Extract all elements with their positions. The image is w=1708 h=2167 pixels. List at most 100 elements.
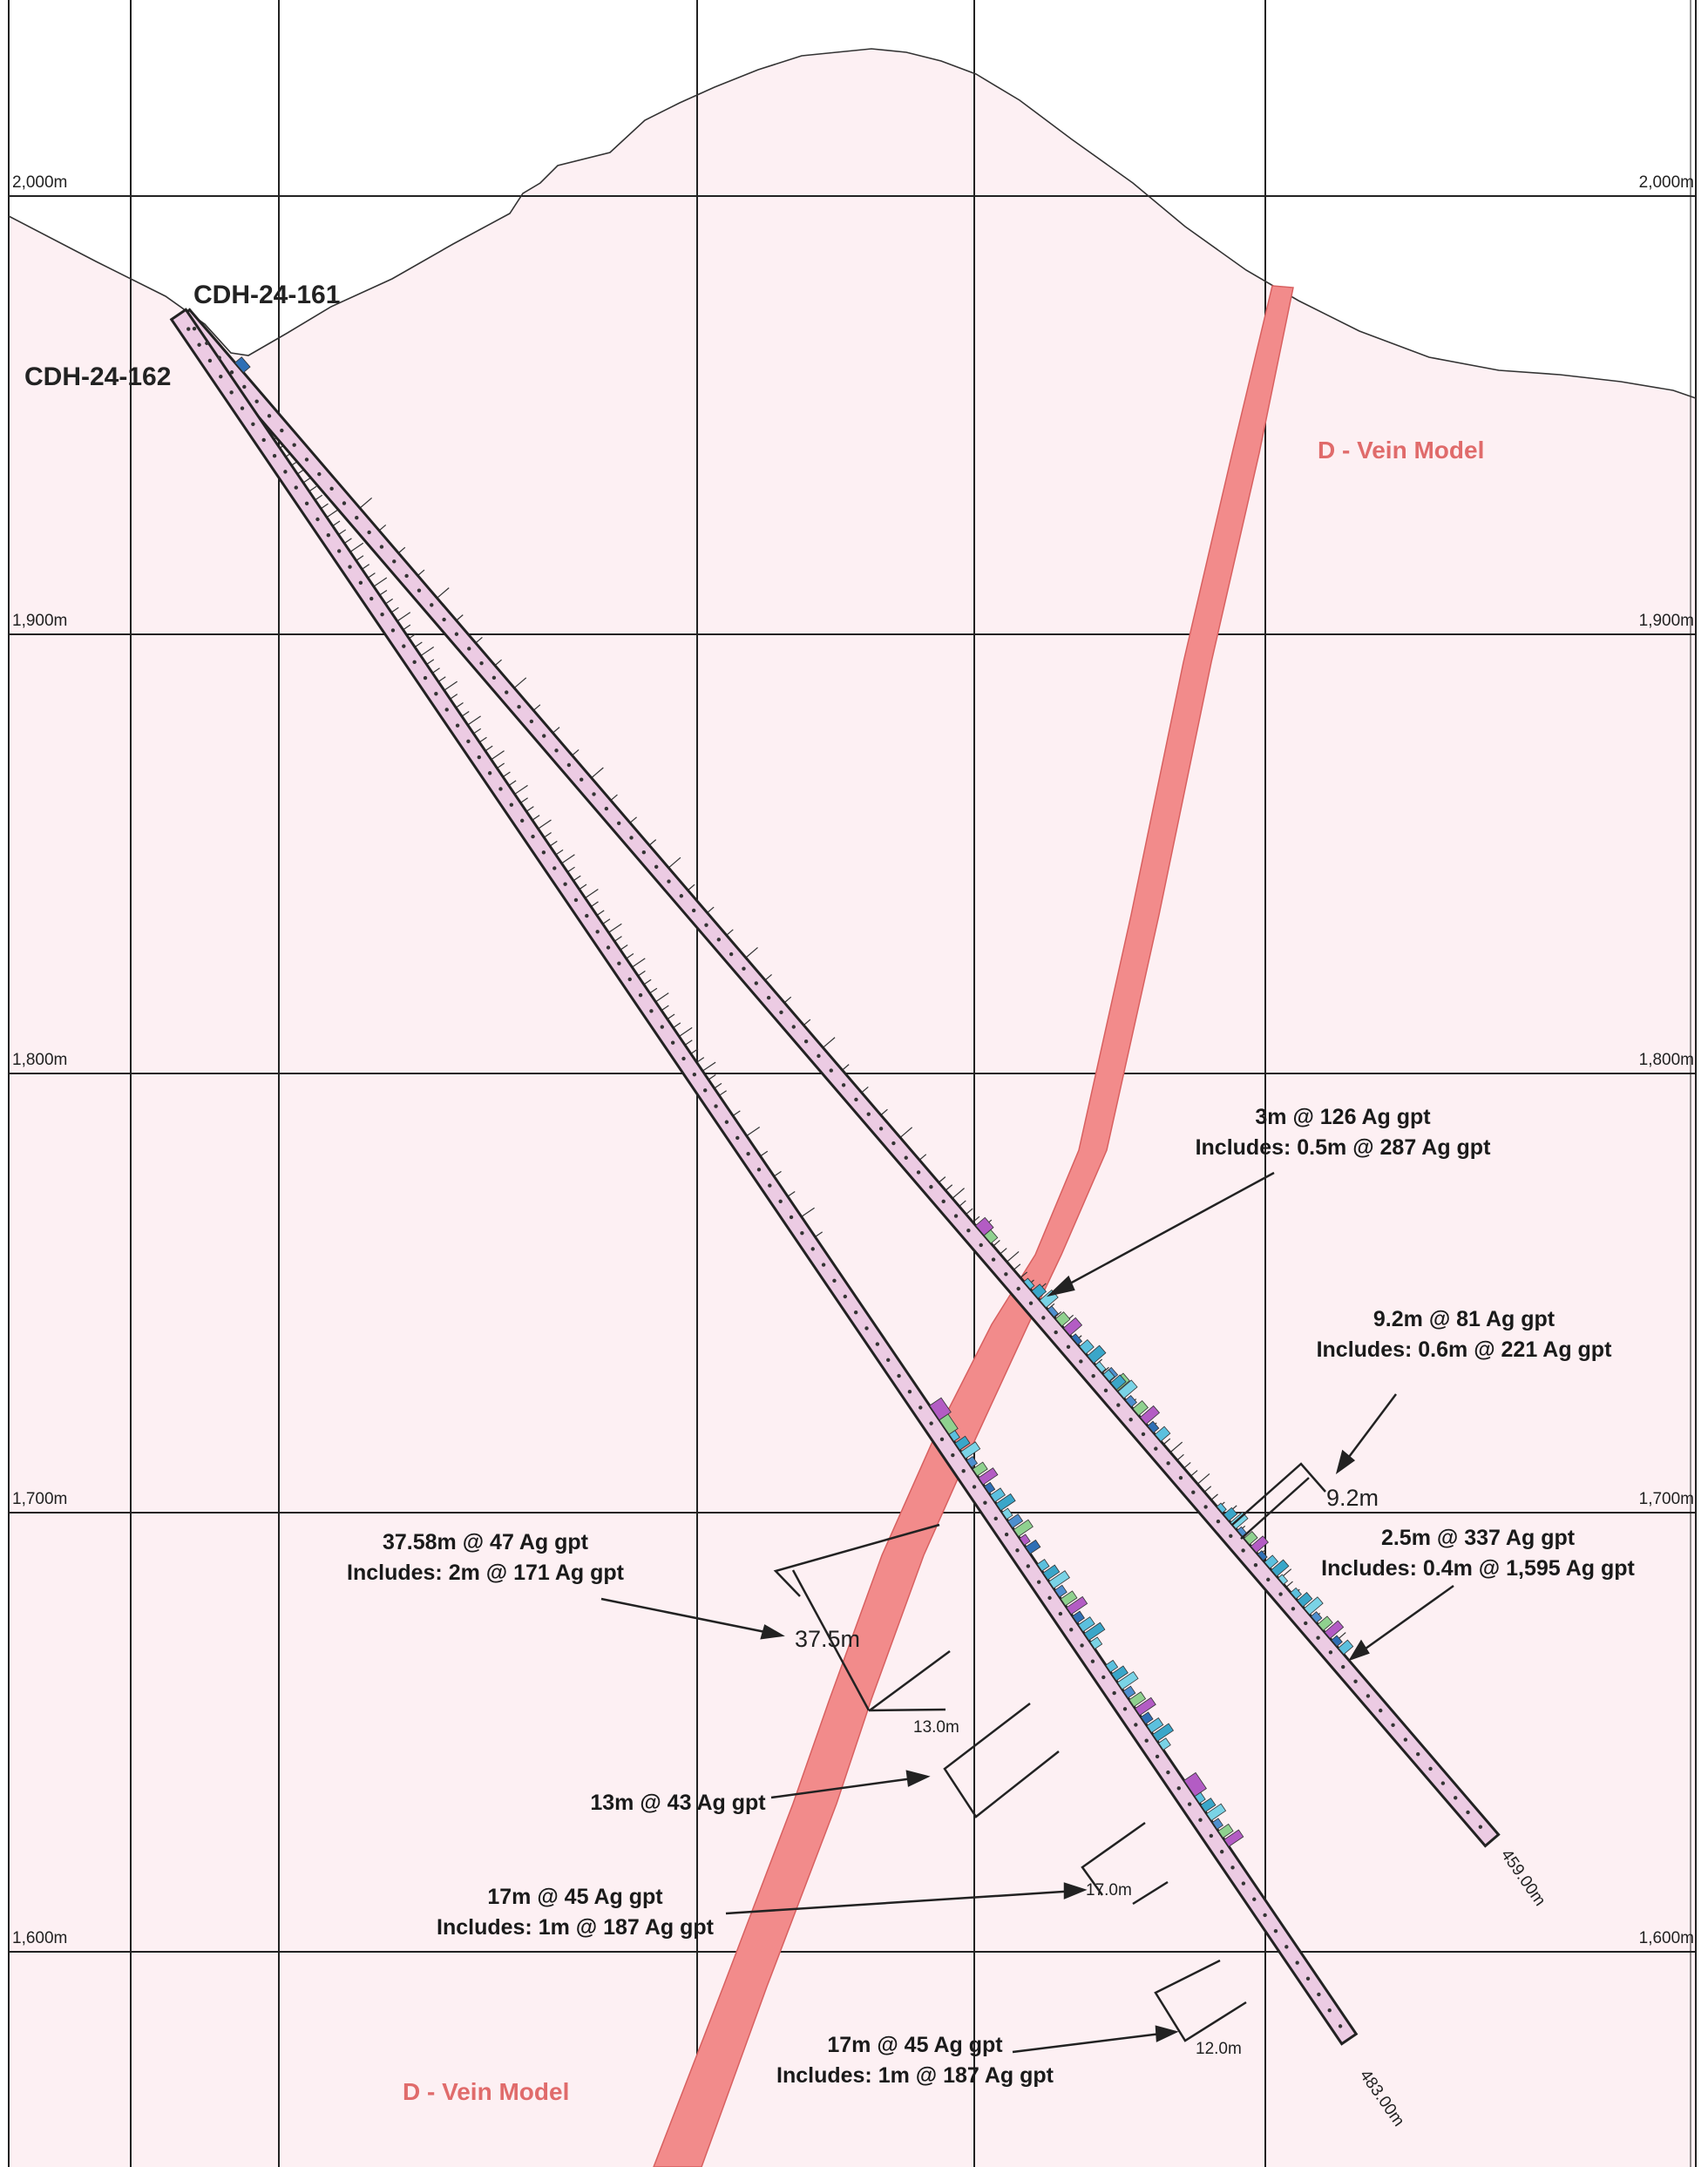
hole-161-tick xyxy=(629,816,637,823)
hole-161-dot xyxy=(1416,1752,1420,1757)
hole-162-tick xyxy=(702,1061,716,1072)
hole-162-dot xyxy=(756,1168,762,1172)
elevation-label-right-2000: 2,000m xyxy=(1639,173,1694,192)
hole-161-dot xyxy=(442,617,446,622)
hole-162-tick xyxy=(385,598,393,605)
hole-162-tick xyxy=(696,1057,705,1063)
hole-162-dot xyxy=(681,1056,686,1061)
annotation-3-line-2: Includes: 0.4m @ 1,595 Ag gpt xyxy=(1321,1556,1635,1581)
hole-161-assay-bar xyxy=(1250,1535,1269,1554)
hole-161-dot xyxy=(1103,1388,1108,1393)
hole-161-dot xyxy=(1028,1301,1034,1305)
hole-161-dot xyxy=(1079,1359,1083,1364)
hole-162-tick xyxy=(525,806,534,812)
hole-161-assay-bar xyxy=(1331,1635,1343,1648)
hole-162-assay-bar xyxy=(989,1487,1006,1503)
hole-161-dot xyxy=(641,850,647,855)
hole-162-dot xyxy=(1090,1659,1095,1663)
hole-162-dot xyxy=(1144,1738,1149,1743)
hole-162-dot xyxy=(724,1120,729,1124)
hole-162-assay-bar xyxy=(1025,1539,1041,1554)
hole-162-dot xyxy=(326,533,331,538)
hole-162-assay-bar xyxy=(1140,1711,1154,1725)
hole-161-dot xyxy=(454,632,459,636)
hole-161-dot xyxy=(205,341,209,346)
hole-161-assay-bar xyxy=(1095,1361,1107,1373)
hole-161-dot xyxy=(1066,1344,1071,1349)
hole-161-tick xyxy=(952,1188,965,1199)
hole-161-tick xyxy=(572,748,580,756)
hole-162-assay-bar xyxy=(978,1467,999,1486)
hole-162-dot xyxy=(1101,1675,1106,1680)
hole-162-tick xyxy=(673,1022,681,1029)
hole-161-dot xyxy=(1341,1664,1345,1669)
hole-161-dot xyxy=(966,1229,971,1233)
hole-161-dot xyxy=(430,603,434,607)
hole-162-tick xyxy=(420,646,435,657)
hole-162-dot xyxy=(498,787,503,791)
hole-162-tick xyxy=(608,923,622,933)
hole-161-tick xyxy=(397,546,406,554)
hole-161-dot xyxy=(691,908,696,913)
hole-162-tick xyxy=(455,702,464,708)
hole-161-dot xyxy=(1440,1781,1446,1785)
hole-label-cdh-24-161: CDH-24-161 xyxy=(193,281,340,309)
hole-162-tick xyxy=(315,494,323,501)
hole-161-tick xyxy=(1101,1366,1109,1374)
hole-162-tick xyxy=(643,979,652,985)
hole-162-dot xyxy=(1284,1945,1289,1949)
hole-162-tick xyxy=(467,715,481,726)
hole-161-dot xyxy=(654,864,659,870)
hole-162-assay-bar xyxy=(1194,1791,1206,1805)
hole-162-dot xyxy=(746,1151,750,1156)
hole-162-dot xyxy=(348,565,352,569)
hole-161-dot xyxy=(355,516,359,520)
hole-162-tick xyxy=(426,659,435,665)
annotation-4-line-1: 37.58m @ 47 Ag gpt xyxy=(383,1530,589,1554)
hole-161-dot xyxy=(929,1184,933,1189)
hole-161-assay-bar xyxy=(1079,1338,1095,1355)
elevation-label-right-1600: 1,600m xyxy=(1639,1929,1694,1947)
hole-162-assay-bar xyxy=(1072,1610,1085,1624)
hole-162-dot xyxy=(1252,1897,1257,1901)
hole-162-dot xyxy=(1295,1960,1299,1965)
hole-161-dot xyxy=(242,384,247,389)
hole-162-dot xyxy=(983,1500,987,1505)
hole-161-assay-bar xyxy=(1278,1574,1289,1585)
hole-162-dot xyxy=(423,675,428,681)
hole-162-tick xyxy=(408,633,417,640)
hole-161-tick xyxy=(1285,1581,1293,1588)
hole-162-dot xyxy=(843,1294,848,1299)
elevation-label-left-1600: 1,600m xyxy=(12,1929,67,1947)
hole-161-tick xyxy=(1013,1263,1021,1270)
hole-162-tick xyxy=(632,958,646,968)
hole-161-dot xyxy=(1116,1403,1121,1407)
hole-161-dot xyxy=(916,1170,921,1175)
hole-161-assay-bar xyxy=(1271,1559,1290,1577)
hole-161-tick xyxy=(378,524,387,532)
hole-161-tick xyxy=(945,1184,953,1191)
hole-162-tick xyxy=(626,952,634,959)
hole-162-assay-bar xyxy=(948,1430,960,1442)
hole-161-assay-bar xyxy=(1132,1399,1149,1417)
hole-162-dot xyxy=(585,913,589,918)
hole-162-tick xyxy=(450,694,458,700)
hole-161-dot xyxy=(803,1039,809,1044)
hole-162-tick xyxy=(549,840,558,847)
hole-162-tick xyxy=(514,784,528,795)
hole-161-tick xyxy=(726,929,734,936)
hole-161-dot xyxy=(566,762,572,768)
hole-161-assay-bar xyxy=(1317,1615,1333,1631)
hole-162-assay-bar xyxy=(1111,1665,1128,1682)
hole-162-tick xyxy=(746,1127,761,1137)
hole-162-tick xyxy=(579,884,587,891)
hole-162-tick xyxy=(349,542,364,552)
hole-162-tick xyxy=(566,866,575,873)
hole-161-dot xyxy=(404,573,409,579)
hole-162-assay-bar xyxy=(995,1493,1016,1512)
hole-161-assay-bar xyxy=(1031,1283,1047,1299)
elevation-label-left-1800: 1,800m xyxy=(12,1051,67,1069)
hole-162-tick xyxy=(543,831,552,838)
vein-label-top: D - Vein Model xyxy=(1318,437,1484,464)
